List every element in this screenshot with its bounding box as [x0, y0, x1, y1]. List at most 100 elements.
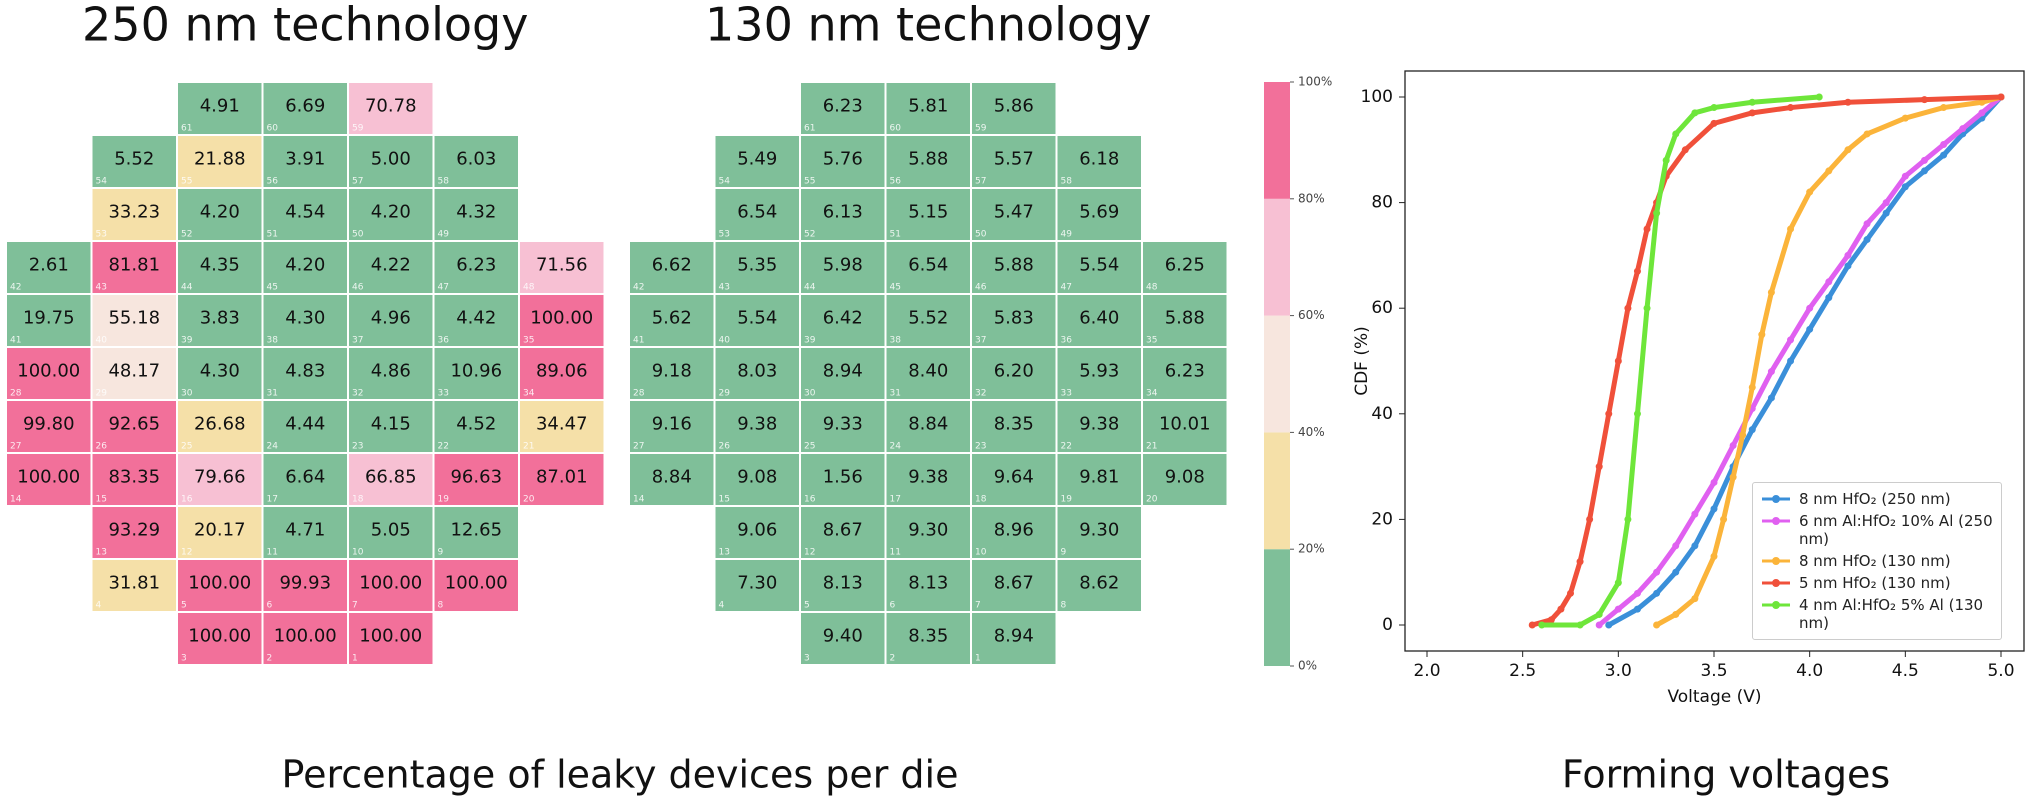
die-value: 8.84 — [908, 414, 948, 435]
die-number: 25 — [804, 442, 815, 452]
cdf-point — [1710, 104, 1718, 112]
cdf-point — [1901, 183, 1909, 191]
die-value: 100.00 — [359, 626, 422, 647]
die-value: 9.38 — [737, 414, 777, 435]
die-number: 31 — [890, 389, 901, 399]
cdf-point — [1633, 589, 1641, 597]
die-value: 100.00 — [445, 573, 508, 594]
cdf-point — [1825, 294, 1833, 302]
die-value: 9.81 — [1079, 467, 1119, 488]
die-cell — [886, 454, 970, 505]
cdf-point — [1653, 209, 1661, 217]
die-number: 19 — [1061, 495, 1073, 505]
die-number: 29 — [96, 389, 108, 399]
die-cell — [7, 454, 91, 505]
y-tick-label: 20 — [1371, 509, 1393, 529]
die-number: 43 — [719, 283, 730, 293]
die-number: 32 — [352, 389, 363, 399]
die-value: 5.35 — [737, 255, 777, 276]
die-number: 44 — [181, 283, 193, 293]
cdf-point — [1920, 96, 1928, 104]
die-number: 24 — [267, 442, 279, 452]
die-value: 2.61 — [29, 255, 69, 276]
die-number: 22 — [1061, 442, 1072, 452]
die-cell — [349, 348, 433, 399]
cdf-point — [1605, 621, 1613, 629]
die-value: 12.65 — [450, 520, 502, 541]
die-value: 8.94 — [823, 361, 863, 382]
die-cell — [972, 189, 1056, 240]
cdf-point — [1739, 431, 1747, 439]
die-cell — [263, 401, 347, 452]
die-cell — [972, 560, 1056, 611]
die-cell — [886, 507, 970, 558]
die-number: 41 — [10, 336, 21, 346]
die-cell — [972, 242, 1056, 293]
die-cell — [263, 454, 347, 505]
cdf-point — [1672, 542, 1680, 550]
die-cell — [801, 83, 885, 134]
die-value: 4.52 — [456, 414, 496, 435]
cdf-point — [1710, 119, 1718, 127]
die-value: 5.00 — [371, 149, 411, 170]
cdf-point — [1978, 109, 1986, 117]
die-number: 18 — [352, 495, 364, 505]
die-cell — [972, 507, 1056, 558]
legend-entry: 5 nm HfO₂ (130 nm) — [1761, 574, 1993, 592]
die-number: 23 — [352, 442, 363, 452]
cdf-point — [1787, 357, 1795, 365]
die-number: 43 — [96, 283, 107, 293]
cdf-point — [1882, 209, 1890, 217]
die-number: 11 — [267, 548, 278, 558]
die-value: 8.67 — [994, 573, 1034, 594]
die-cell — [1057, 560, 1141, 611]
legend-dot — [1772, 495, 1780, 503]
cdf-point — [1882, 199, 1890, 207]
die-value: 26.68 — [194, 414, 246, 435]
die-value: 9.40 — [823, 626, 863, 647]
die-number: 3 — [804, 654, 810, 664]
die-cell — [178, 401, 262, 452]
die-value: 5.54 — [737, 308, 777, 329]
die-number: 2 — [890, 654, 896, 664]
die-value: 4.20 — [285, 255, 325, 276]
die-value: 5.05 — [371, 520, 411, 541]
die-number: 4 — [719, 601, 725, 611]
die-number: 52 — [181, 230, 192, 240]
die-cell — [1143, 454, 1227, 505]
die-cell — [349, 242, 433, 293]
die-cell — [886, 242, 970, 293]
die-number: 45 — [267, 283, 278, 293]
legend-dot — [1772, 517, 1780, 525]
die-cell — [520, 295, 604, 346]
die-value: 100.00 — [274, 626, 337, 647]
die-cell — [715, 401, 799, 452]
die-value: 100.00 — [17, 361, 80, 382]
die-value: 4.91 — [200, 96, 240, 117]
die-value: 8.03 — [737, 361, 777, 382]
die-value: 79.66 — [194, 467, 246, 488]
die-cell — [801, 613, 885, 664]
die-cell — [349, 83, 433, 134]
die-number: 47 — [438, 283, 449, 293]
die-value: 5.62 — [652, 308, 692, 329]
cdf-point — [1614, 605, 1622, 613]
cdf-point — [1691, 510, 1699, 518]
legend-label: 4 nm Al:HfO₂ 5% Al (130 nm) — [1799, 596, 1984, 632]
legend-label: 5 nm HfO₂ (130 nm) — [1799, 574, 1951, 592]
cdf-point — [1844, 98, 1852, 106]
die-value: 89.06 — [536, 361, 588, 382]
die-cell — [263, 136, 347, 187]
die-number: 4 — [96, 601, 102, 611]
cdf-point — [1720, 515, 1728, 523]
legend-label: 8 nm HfO₂ (250 nm) — [1799, 490, 1951, 508]
die-value: 4.20 — [371, 202, 411, 223]
cdf-point — [1653, 589, 1661, 597]
die-value: 9.33 — [823, 414, 863, 435]
die-cell — [801, 507, 885, 558]
die-value: 6.25 — [1165, 255, 1205, 276]
die-number: 35 — [523, 336, 534, 346]
die-cell — [630, 454, 714, 505]
die-number: 30 — [181, 389, 193, 399]
die-number: 16 — [804, 495, 816, 505]
